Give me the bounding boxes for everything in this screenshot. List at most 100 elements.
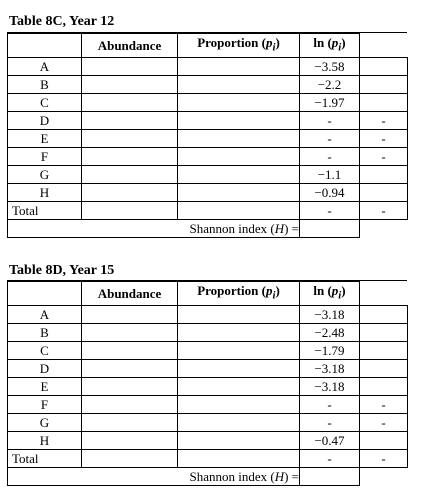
extra-cell[interactable] [359,74,408,94]
proportion-cell[interactable] [177,394,300,414]
ln-cell: - [299,146,360,166]
ln-cell: −3.18 [299,304,360,324]
abundance-cell[interactable] [81,304,178,324]
ln-cell: - [299,200,360,220]
table-row: C −1.97 [7,92,408,112]
species-label: C [7,340,82,360]
species-label: F [7,146,82,166]
species-label: E [7,128,82,148]
extra-cell[interactable]: - [359,394,408,414]
proportion-cell[interactable] [177,430,300,450]
table-row: E -- [7,128,408,148]
abundance-header: Abundance [81,281,178,306]
extra-cell[interactable]: - [359,200,408,220]
proportion-header: Proportion (pi) [177,281,300,306]
abundance-cell[interactable] [81,182,178,202]
extra-header-blank [360,34,408,58]
abundance-cell[interactable] [81,146,178,166]
abundance-cell[interactable] [81,200,178,220]
ln-cell: −3.18 [299,358,360,378]
proportion-cell[interactable] [177,110,300,130]
corner-cell [7,281,82,306]
shannon-value-cell[interactable] [299,466,360,486]
abundance-cell[interactable] [81,376,178,396]
ln-cell: - [299,448,360,468]
proportion-cell[interactable] [177,200,300,220]
ln-cell: −0.47 [299,430,360,450]
extra-cell[interactable]: - [359,146,408,166]
extra-cell[interactable]: - [359,448,408,468]
abundance-cell[interactable] [81,164,178,184]
table-8c-top-rule [7,32,407,33]
species-label: H [7,182,82,202]
extra-cell[interactable]: - [359,128,408,148]
species-label: H [7,430,82,450]
proportion-cell[interactable] [177,74,300,94]
abundance-cell[interactable] [81,394,178,414]
abundance-cell[interactable] [81,92,178,112]
table-8d-top-rule [7,280,407,281]
extra-cell[interactable] [359,164,408,184]
extra-cell[interactable] [359,340,408,360]
proportion-cell[interactable] [177,322,300,342]
proportion-cell[interactable] [177,412,300,432]
table-row: H −0.47 [7,430,408,450]
proportion-cell[interactable] [177,304,300,324]
table-row: G −1.1 [7,164,408,184]
abundance-cell[interactable] [81,412,178,432]
extra-cell[interactable] [359,430,408,450]
proportion-cell[interactable] [177,128,300,148]
ln-cell: - [299,412,360,432]
abundance-cell[interactable] [81,358,178,378]
ln-header: ln (pi) [299,281,360,306]
proportion-cell[interactable] [177,164,300,184]
extra-cell[interactable] [359,182,408,202]
table-8d-shannon-row: Shannon index (H) = [7,466,408,486]
shannon-value-cell[interactable] [299,218,360,238]
abundance-header: Abundance [81,33,178,58]
shannon-extra-blank [360,219,408,237]
table-row: A −3.58 [7,56,408,76]
shannon-extra-blank [360,467,408,485]
abundance-cell[interactable] [81,110,178,130]
table-8c-header-row: Abundance Proportion (pi) ln (pi) [7,33,408,58]
proportion-cell[interactable] [177,146,300,166]
extra-cell[interactable]: - [359,110,408,130]
proportion-cell[interactable] [177,358,300,378]
abundance-cell[interactable] [81,448,178,468]
extra-cell[interactable] [359,92,408,112]
proportion-cell[interactable] [177,92,300,112]
abundance-cell[interactable] [81,56,178,76]
ln-cell: −1.1 [299,164,360,184]
proportion-cell[interactable] [177,56,300,76]
proportion-cell[interactable] [177,448,300,468]
extra-cell[interactable] [359,322,408,342]
extra-cell[interactable] [359,376,408,396]
abundance-cell[interactable] [81,74,178,94]
abundance-cell[interactable] [81,430,178,450]
table-row: D -- [7,110,408,130]
ln-cell: - [299,110,360,130]
ln-cell: - [299,128,360,148]
species-label: D [7,110,82,130]
proportion-cell[interactable] [177,376,300,396]
table-row: A −3.18 [7,304,408,324]
table-row: D −3.18 [7,358,408,378]
ln-cell: - [299,394,360,414]
shannon-label: Shannon index (H) = [7,466,300,486]
proportion-cell[interactable] [177,182,300,202]
extra-cell[interactable] [359,358,408,378]
extra-cell[interactable]: - [359,412,408,432]
table-8d-title: Table 8D, Year 15 [9,263,115,278]
abundance-cell[interactable] [81,340,178,360]
abundance-cell[interactable] [81,322,178,342]
proportion-cell[interactable] [177,340,300,360]
extra-cell[interactable] [359,56,408,76]
table-8c: Abundance Proportion (pi) ln (pi) A −3.58… [7,33,408,238]
proportion-header: Proportion (pi) [177,33,300,58]
table-8d-header-row: Abundance Proportion (pi) ln (pi) [7,281,408,306]
extra-cell[interactable] [359,304,408,324]
abundance-cell[interactable] [81,128,178,148]
table-row: H −0.94 [7,182,408,202]
species-label: G [7,164,82,184]
